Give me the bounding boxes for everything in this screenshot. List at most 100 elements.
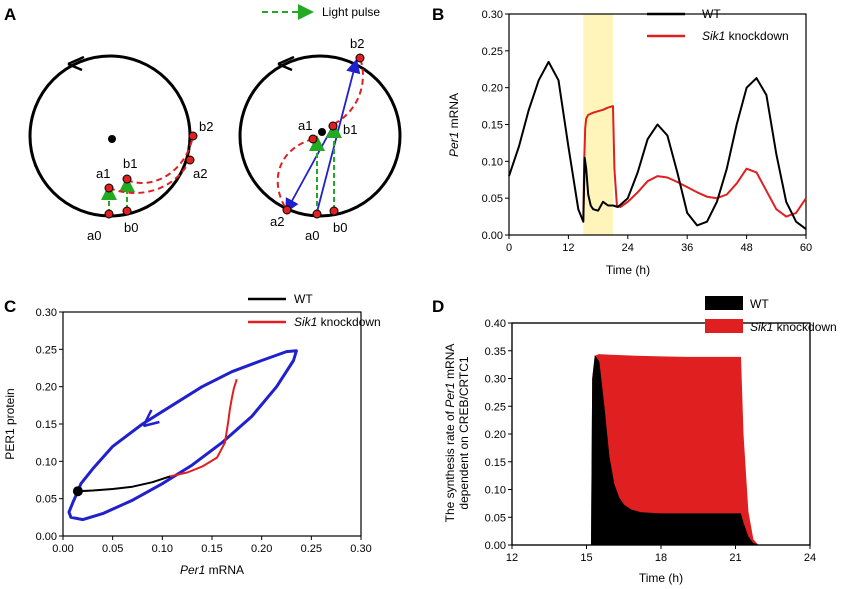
chart-c-plot: 0.00 0.05 0.10 0.15 0.20 0.25 0.30 0.00 0.05 0.10… <box>36 307 372 555</box>
chart-c-series-limit-cycle <box>67 349 298 522</box>
panel-letter-d: D <box>432 297 444 316</box>
point-left-a0 <box>104 209 114 219</box>
chart-c-legend: WT Sik1 knockdown <box>248 292 381 329</box>
label-right-a1: a1 <box>298 118 312 133</box>
chart-d-ytick-label: 0.05 <box>485 512 506 524</box>
chart-b-ylabel: Per1 mRNA <box>447 93 461 157</box>
chart-b-legend-sik1: Sik1 knockdown <box>702 29 789 43</box>
panel-d: D 12 15 18 21 24 0.00 0.05 0.10 0.15 0.20 0.25 0.30… <box>432 296 837 585</box>
chart-b-ytick-label: 0.25 <box>482 46 503 58</box>
point-right-b1 <box>328 121 338 131</box>
chart-c-series-wt <box>77 475 171 493</box>
chart-c-ytick-label: 0.00 <box>36 531 57 543</box>
panel-letter-c: C <box>4 297 16 316</box>
chart-d-legend-sik1-swatch <box>705 319 743 333</box>
chart-d-area-wt <box>590 354 758 546</box>
chart-d-ylabel-line1: The synthesis rate of Per1 mRNA <box>443 344 457 523</box>
chart-d-area-sik1 <box>590 354 759 546</box>
label-left-a1: a1 <box>96 166 110 181</box>
label-left-b0: b0 <box>124 220 138 235</box>
label-right-b1: b1 <box>343 122 357 137</box>
chart-b-xtick-label: 0 <box>506 242 512 254</box>
chart-b-xtick-label: 24 <box>622 242 634 254</box>
chart-b-xlabel: Time (h) <box>606 263 650 277</box>
chart-b-xtick-label: 36 <box>681 242 693 254</box>
label-left-a0: a0 <box>87 228 101 243</box>
chart-c-xtick-label: 0.30 <box>350 543 371 555</box>
chart-b-series-wt <box>508 60 807 230</box>
chart-c-ytick-label: 0.05 <box>36 494 57 506</box>
chart-d-ytick-label: 0.40 <box>485 318 506 330</box>
chart-d-ytick-label: 0.25 <box>485 401 506 413</box>
chart-b-light-window <box>583 14 613 235</box>
center-dot-right <box>318 128 326 136</box>
chart-c-xtick-label: 0.05 <box>102 543 123 555</box>
chart-b-ytick-label: 0.20 <box>482 83 503 95</box>
chart-c-ytick-label: 0.20 <box>36 382 57 394</box>
chart-d-ytick-label: 0.35 <box>485 346 506 358</box>
center-dot-left <box>108 135 116 143</box>
chart-c-frame <box>62 311 362 537</box>
chart-b-plot: 0 12 24 36 48 60 0.00 0.05 0.10 0.15 0.20 0.25 0.30 <box>482 9 813 254</box>
chart-d-plot: 12 15 18 21 24 0.00 0.05 0.10 0.15 0.20 0.25 0.30 0.… <box>485 318 817 564</box>
chart-d-legend-wt: WT <box>750 297 769 311</box>
chart-d-ytick-label: 0.00 <box>485 540 506 552</box>
chart-c-xtick-label: 0.15 <box>201 543 222 555</box>
chart-d-ylabel: The synthesis rate of Per1 mRNA dependen… <box>443 344 471 523</box>
chart-c-ytick-label: 0.30 <box>36 307 57 319</box>
chart-c-legend-wt: WT <box>294 292 313 306</box>
chart-c-ytick-label: 0.25 <box>36 344 57 356</box>
chart-d-legend: WT Sik1 knockdown <box>705 296 837 334</box>
label-left-b1: b1 <box>123 156 137 171</box>
chart-d-ytick-label: 0.10 <box>485 485 506 497</box>
phase-shift-arrow-delay <box>285 125 334 214</box>
point-right-b0 <box>329 206 339 216</box>
panel-b: B 0 12 24 36 48 60 0.00 0.05 0.10 0.15 0.20 0.25 0.3… <box>432 5 812 277</box>
chart-d-xtick-label: 18 <box>655 552 667 564</box>
direction-arrow-icon-right <box>277 55 295 72</box>
chart-d-legend-wt-swatch <box>705 296 743 310</box>
chart-d-frame-top <box>511 322 811 546</box>
panel-letter-a: A <box>4 5 16 24</box>
phase-path-right-b <box>333 57 364 125</box>
label-right-b0: b0 <box>333 220 347 235</box>
chart-b-ytick-label: 0.10 <box>482 156 503 168</box>
label-left-a2: a2 <box>193 166 207 181</box>
chart-b-xtick-label: 48 <box>740 242 752 254</box>
light-pulse-legend-label: Light pulse <box>322 5 380 19</box>
chart-c-xtick-label: 0.10 <box>152 543 173 555</box>
chart-d-xtick-label: 24 <box>804 552 816 564</box>
chart-b-series-sik1 <box>582 105 807 221</box>
panel-letter-b: B <box>432 5 444 24</box>
chart-d-ylabel-line2: dependent on CREB/CRTC1 <box>457 356 471 510</box>
phase-path-left-a <box>108 159 191 194</box>
label-right-a0: a0 <box>305 228 319 243</box>
chart-c-series-sik1 <box>170 378 238 478</box>
chart-d-xtick-label: 12 <box>506 552 518 564</box>
chart-b-legend: WT Sik1 knockdown <box>647 7 789 43</box>
point-left-a1 <box>104 183 114 193</box>
chart-b-xtick-label: 60 <box>800 242 812 254</box>
phase-path-left-b <box>126 135 194 184</box>
label-right-a2: a2 <box>270 214 284 229</box>
panel-c: C 0.00 0.05 0.10 0.15 0.20 0.25 0.30 0.00 0.05 0.… <box>3 292 381 577</box>
point-right-b2 <box>355 53 365 63</box>
chart-d-ytick-label: 0.30 <box>485 374 506 386</box>
point-left-b2 <box>188 131 198 141</box>
point-right-a2 <box>282 205 292 215</box>
direction-arrow-icon-left <box>67 55 85 72</box>
chart-b-ytick-label: 0.30 <box>482 9 503 21</box>
chart-c-xtick-label: 0.00 <box>52 543 73 555</box>
point-right-a1 <box>308 134 318 144</box>
point-left-b0 <box>122 206 132 216</box>
chart-b-legend-wt: WT <box>702 7 721 21</box>
point-right-a0 <box>312 209 322 219</box>
chart-c-start-point <box>72 486 83 497</box>
phase-path-right-a <box>276 138 314 211</box>
chart-d-ytick-label: 0.15 <box>485 457 506 469</box>
chart-d-xtick-label: 21 <box>729 552 741 564</box>
label-right-b2: b2 <box>350 36 364 51</box>
chart-d-xtick-label: 15 <box>580 552 592 564</box>
chart-c-xtick-label: 0.20 <box>251 543 272 555</box>
